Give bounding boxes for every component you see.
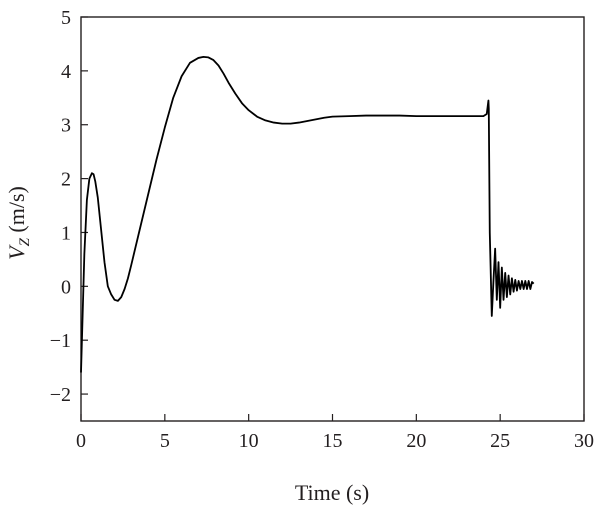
axes-frame [80, 16, 585, 422]
y-tick-label: 4 [61, 61, 71, 83]
y-tick-label: 2 [61, 169, 71, 191]
y-axis-label-subscript: Z [17, 237, 33, 246]
y-tick-label: 3 [61, 115, 71, 137]
series-line [80, 55, 535, 373]
ticks [80, 16, 585, 421]
y-tick-label: −2 [50, 384, 71, 406]
x-tick-label: 25 [490, 430, 510, 452]
y-axis-label-main: V [4, 244, 29, 260]
y-tick-label: −1 [50, 330, 71, 352]
x-tick-label: 0 [76, 430, 86, 452]
y-tick-label: 0 [61, 276, 71, 298]
x-tick-label: 30 [574, 430, 594, 452]
x-tick-label: 20 [406, 430, 426, 452]
x-tick-label: 10 [239, 430, 259, 452]
x-tick-label: 5 [160, 430, 170, 452]
x-axis-label: Time (s) [295, 480, 369, 505]
x-tick-label: 15 [323, 430, 343, 452]
y-axis-label-unit: (m/s) [4, 186, 29, 238]
y-tick-label: 5 [61, 7, 71, 29]
y-tick-label: 1 [61, 222, 71, 244]
y-axis-label: VZ (m/s) [4, 186, 33, 260]
